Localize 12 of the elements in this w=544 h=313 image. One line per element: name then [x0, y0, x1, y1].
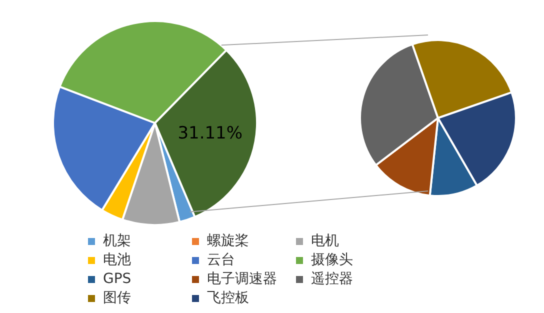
- data-label: 31.11%: [178, 123, 243, 144]
- legend-label: 电子调速器: [207, 270, 277, 288]
- legend-label: GPS: [103, 270, 132, 288]
- legend-label: 遥控器: [311, 270, 353, 288]
- legend-label: 螺旋桨: [207, 232, 249, 250]
- legend-label: 电池: [103, 251, 131, 269]
- legend-label: 摄像头: [311, 251, 353, 269]
- legend-label: 机架: [103, 232, 131, 250]
- legend-label: 电机: [311, 232, 339, 250]
- legend-label: 图传: [103, 289, 131, 307]
- legend-label: 飞控板: [207, 289, 249, 307]
- legend-label: 云台: [207, 251, 235, 269]
